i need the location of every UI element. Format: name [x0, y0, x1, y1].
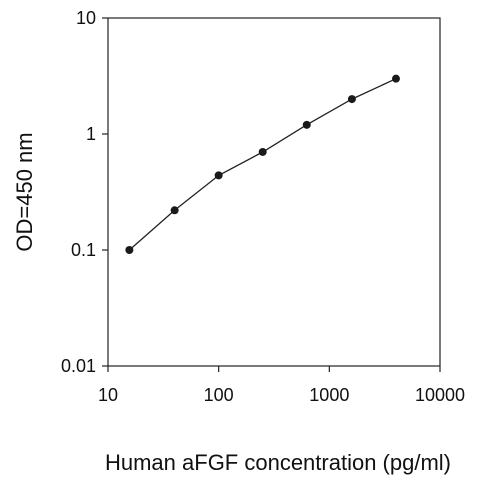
y-tick-label: 0.01 [61, 356, 96, 376]
data-point [347, 95, 356, 104]
x-tick-label: 1000 [309, 385, 349, 405]
x-axis-ticks: 10 100 1000 10000 [98, 366, 465, 405]
y-axis-label: OD=450 nm [12, 132, 37, 251]
y-tick-label: 1 [86, 124, 96, 144]
data-point [258, 147, 267, 156]
plot-area-frame [107, 17, 441, 367]
x-tick-label: 100 [204, 385, 234, 405]
x-axis-label: Human aFGF concentration (pg/ml) [105, 450, 451, 475]
y-axis-ticks: 0.01 0.1 1 10 [61, 8, 108, 376]
series-layer [125, 74, 400, 254]
y-tick-label: 10 [76, 8, 96, 28]
x-tick-label: 10 [98, 385, 118, 405]
series-line [128, 78, 397, 251]
y-tick-label: 0.1 [71, 240, 96, 260]
data-point [302, 120, 311, 129]
data-point [214, 171, 223, 180]
x-tick-label: 10000 [415, 385, 465, 405]
data-point [391, 74, 400, 83]
data-point [125, 246, 134, 254]
data-point [170, 206, 179, 215]
